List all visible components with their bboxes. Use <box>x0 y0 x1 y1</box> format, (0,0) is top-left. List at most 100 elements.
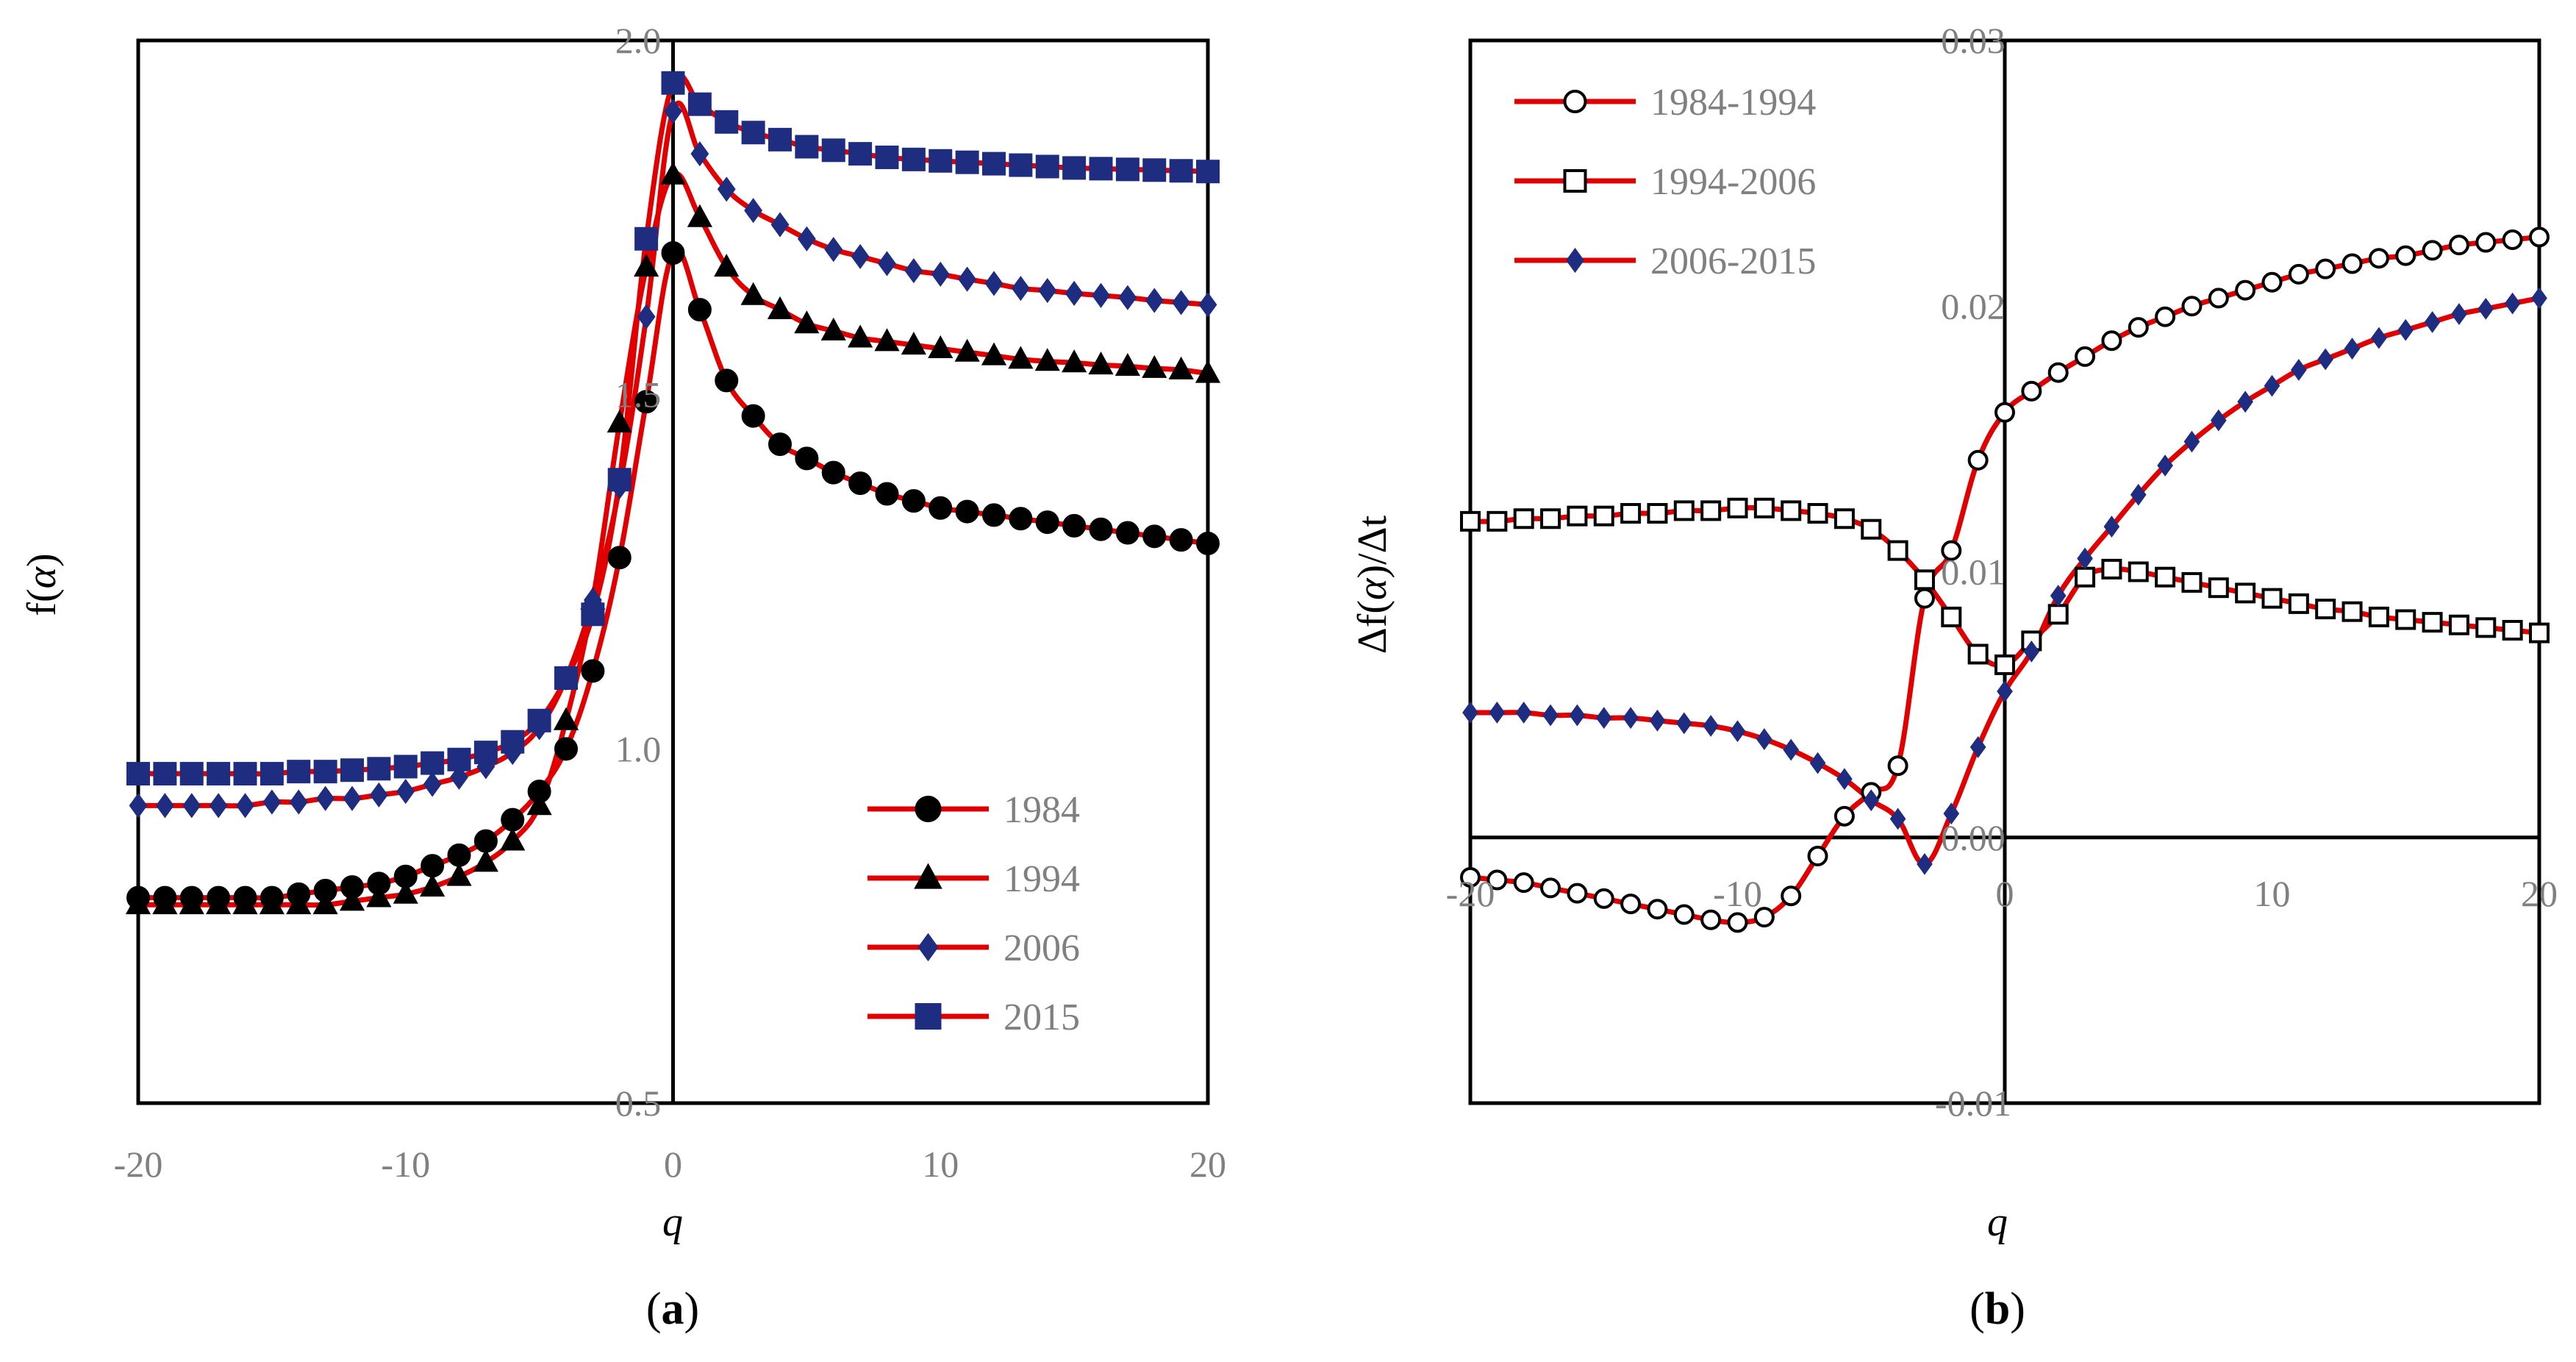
data-point <box>286 891 312 915</box>
data-point <box>901 147 926 171</box>
x-tick-label: 20 <box>1189 1144 1226 1185</box>
data-point <box>2288 593 2309 614</box>
data-point <box>1062 349 1087 373</box>
x-axis-label: q <box>1987 1199 2008 1245</box>
data-point <box>929 149 953 173</box>
data-point <box>1009 507 1033 531</box>
data-point <box>1887 755 1908 777</box>
data-point <box>1673 500 1695 521</box>
data-point <box>1195 360 1221 383</box>
data-point <box>2047 604 2069 625</box>
data-point <box>634 390 659 414</box>
data-point <box>954 338 980 362</box>
data-point <box>767 296 793 319</box>
data-point <box>2291 359 2307 381</box>
data-point <box>179 891 204 915</box>
data-point <box>2448 614 2469 635</box>
data-point <box>1513 508 1534 530</box>
data-point <box>2261 588 2283 609</box>
data-point <box>2368 248 2389 269</box>
data-point <box>450 764 468 790</box>
data-point <box>1969 736 1986 758</box>
data-point <box>1753 907 1775 928</box>
x-tick-label: 0 <box>1996 873 2014 914</box>
data-point <box>1783 738 1800 761</box>
series-markers-2006 <box>129 99 1217 819</box>
data-point <box>259 891 285 915</box>
data-point <box>1756 728 1772 750</box>
data-point <box>1034 348 1060 371</box>
data-point <box>848 324 873 348</box>
y-tick-label: -0.01 <box>1935 1083 2011 1124</box>
data-point <box>2502 229 2523 250</box>
data-point <box>715 368 739 393</box>
data-point <box>1088 352 1114 375</box>
data-point <box>2208 577 2229 599</box>
data-point <box>369 782 388 808</box>
data-point <box>340 758 364 782</box>
y-tick-label: 0.03 <box>1941 20 2006 61</box>
legend-label: 2006-2015 <box>1650 240 1816 282</box>
data-point <box>473 829 498 853</box>
y-axis-label: Δf(α)/Δt <box>1350 515 1395 654</box>
data-point <box>797 226 816 252</box>
data-point <box>982 503 1006 527</box>
data-point <box>179 762 204 786</box>
data-point <box>1486 869 1508 891</box>
data-point <box>182 793 201 819</box>
data-point <box>1540 877 1561 899</box>
data-point <box>1198 292 1217 318</box>
data-point <box>1172 290 1191 315</box>
data-point <box>1595 707 1612 730</box>
data-point <box>795 135 819 159</box>
data-point <box>1941 540 1962 561</box>
data-point <box>500 827 526 851</box>
data-point <box>155 793 174 819</box>
data-point <box>1673 904 1695 925</box>
data-point <box>2235 279 2256 301</box>
data-point <box>152 891 178 915</box>
data-point <box>553 707 579 730</box>
data-point <box>1861 518 1882 540</box>
legend-label: 2006 <box>1003 927 1080 969</box>
y-tick-label: 0.01 <box>1941 552 2006 593</box>
data-point <box>526 792 552 816</box>
data-point <box>312 891 338 915</box>
data-point <box>1647 899 1668 920</box>
data-point <box>1035 154 1059 179</box>
data-point <box>2183 430 2200 453</box>
data-point <box>1675 712 1692 735</box>
data-point <box>233 762 257 786</box>
data-point <box>1914 569 1935 591</box>
data-point <box>2077 547 2093 570</box>
data-point <box>2101 330 2122 352</box>
data-point <box>1460 510 1481 532</box>
data-point <box>2075 346 2096 367</box>
x-axis-label: q <box>662 1199 683 1245</box>
data-point <box>2475 232 2497 253</box>
data-point <box>741 121 765 145</box>
data-point <box>313 760 337 784</box>
data-point <box>794 310 820 334</box>
data-point <box>2181 296 2203 317</box>
data-point <box>2422 240 2443 261</box>
data-point <box>770 212 790 238</box>
data-point <box>1700 909 1722 930</box>
data-point <box>236 793 254 819</box>
data-point <box>2075 566 2096 588</box>
data-point <box>1593 505 1614 527</box>
data-point <box>2210 409 2227 432</box>
data-point <box>501 807 525 832</box>
data-point <box>1118 285 1137 310</box>
data-point <box>955 150 979 174</box>
legend-marker <box>1563 90 1587 113</box>
y-tick-label: 2.0 <box>615 20 662 61</box>
data-point <box>714 254 740 277</box>
panel-label: (b) <box>1969 1284 2025 1334</box>
data-point <box>2504 292 2521 315</box>
data-point <box>1038 277 1057 304</box>
data-point <box>741 404 765 428</box>
y-tick-label: 0.00 <box>1941 817 2006 858</box>
data-point <box>2341 601 2363 622</box>
